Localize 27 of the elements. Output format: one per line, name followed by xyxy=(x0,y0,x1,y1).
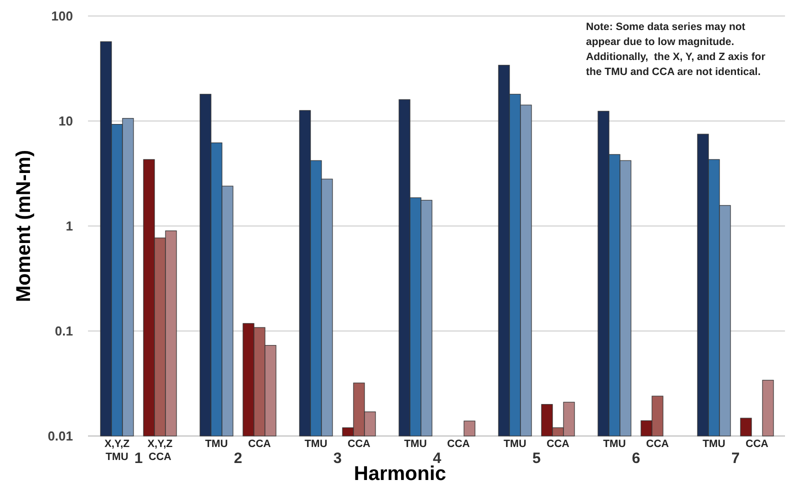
text: 7 xyxy=(731,450,740,467)
y-tick-label: 0.1 xyxy=(54,324,73,339)
text: 6 xyxy=(632,450,640,467)
text: 3 xyxy=(333,450,342,467)
x-tick-label: TMU xyxy=(504,438,526,450)
x-tick-label: TMU xyxy=(304,438,328,450)
x-tick-label: TMU xyxy=(205,438,228,450)
x-tick-label: CCA xyxy=(348,438,371,450)
y-tick-label: 100 xyxy=(51,8,73,24)
x-tick-label: CCA xyxy=(447,438,470,450)
x-tick-label: TMU xyxy=(702,438,726,450)
text: 5 xyxy=(532,450,541,467)
text: 2 xyxy=(234,450,242,467)
x-tick-label: TMU xyxy=(603,438,626,450)
x-tick-label: TMU xyxy=(404,438,427,450)
x-tick-label: X,Y,Z CCA xyxy=(147,438,174,463)
y-axis-title: Moment (mN-m) xyxy=(13,150,35,302)
y-tick-label: 1 xyxy=(66,218,73,234)
x-tick-label: CCA xyxy=(746,438,769,450)
x-tick-label: X,Y,Z TMU xyxy=(104,438,130,463)
x-tick-label: CCA xyxy=(546,438,570,450)
text: 1 xyxy=(134,450,143,467)
x-tick-label: CCA xyxy=(248,438,272,450)
y-tick-label: 10 xyxy=(58,114,73,129)
annotation: Note: Some data series may not appear due to low magnitude. Additionally, the X, Y, and Z axis for the TMU and CCA are not identical. xyxy=(586,21,766,78)
y-tick-label: 0.01 xyxy=(48,428,73,444)
x-tick-label: CCA xyxy=(646,438,670,450)
